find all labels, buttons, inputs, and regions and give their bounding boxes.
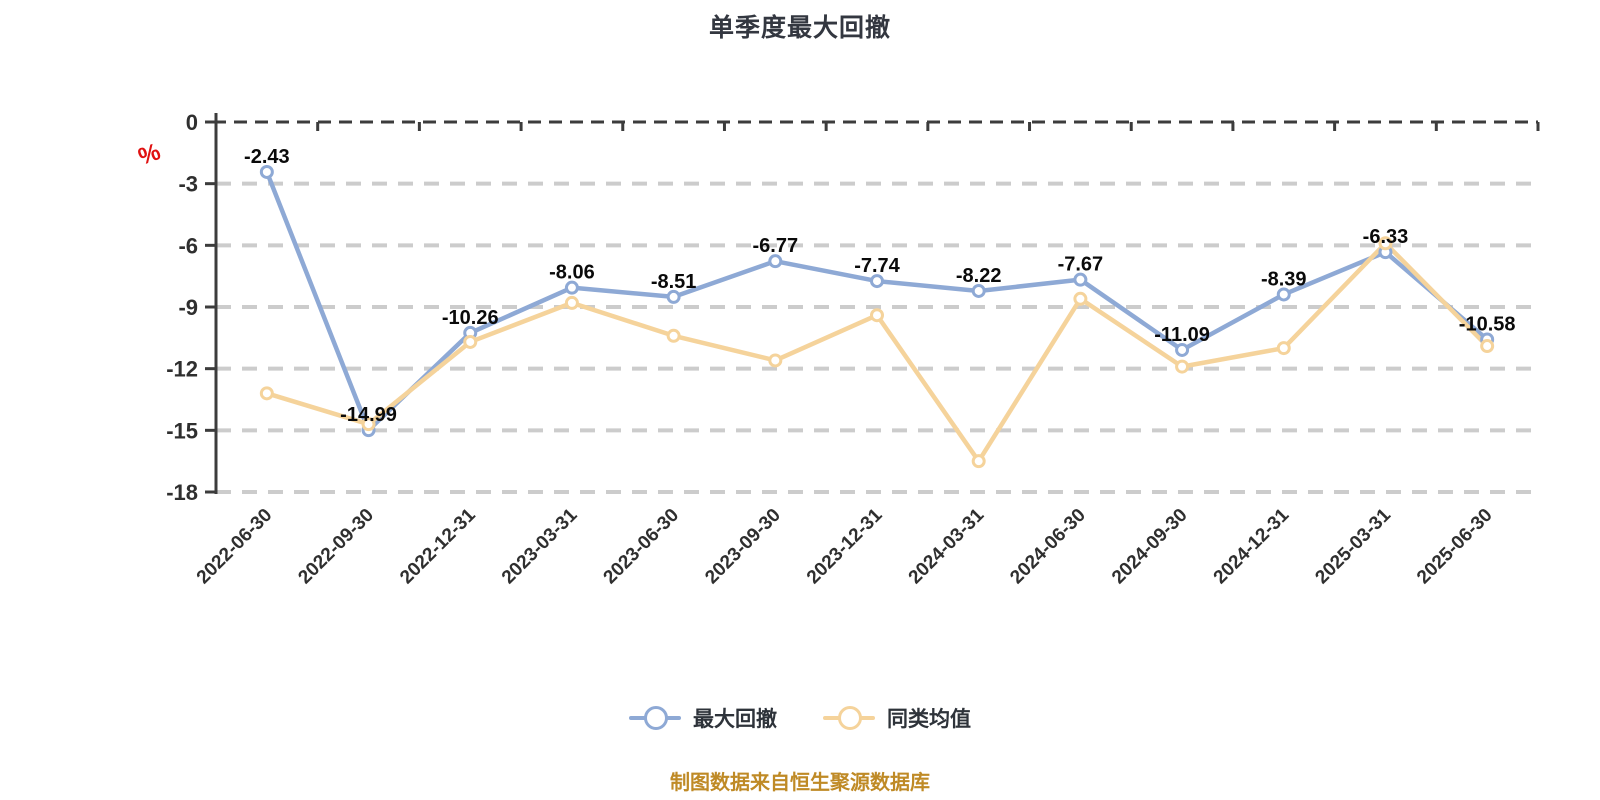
data-point-label: -14.99 xyxy=(340,404,397,426)
data-source-caption: 制图数据来自恒生聚源数据库 xyxy=(670,772,930,794)
legend-item-category-average[interactable]: 同类均值 xyxy=(823,703,971,733)
y-tick-label: -12 xyxy=(166,357,198,382)
data-point[interactable] xyxy=(1276,341,1291,356)
data-point-label: -7.67 xyxy=(1058,254,1104,276)
data-point[interactable] xyxy=(1276,287,1291,302)
y-tick-label: -15 xyxy=(166,418,198,443)
y-tick-label: 0 xyxy=(186,110,198,135)
data-point-label: -8.06 xyxy=(549,262,595,284)
x-tick-label: 2022-12-31 xyxy=(396,504,480,588)
data-point[interactable] xyxy=(768,353,783,368)
x-tick-label: 2024-12-31 xyxy=(1210,504,1294,588)
data-point-label: -8.51 xyxy=(651,271,697,293)
data-point[interactable] xyxy=(1073,291,1088,306)
x-tick-label: 2023-12-31 xyxy=(803,504,887,588)
y-tick-label: -9 xyxy=(178,295,198,320)
data-point[interactable] xyxy=(1175,342,1190,357)
legend-marker-blue-icon xyxy=(629,705,681,731)
series-line-最大回撤 xyxy=(264,169,1490,433)
data-point[interactable] xyxy=(1480,339,1495,354)
y-tick-label: -3 xyxy=(178,172,198,197)
x-tick-label: 2022-09-30 xyxy=(294,505,378,589)
x-tick-label: 2025-03-31 xyxy=(1311,504,1395,588)
legend-marker-yellow-icon xyxy=(823,705,875,731)
legend: 最大回撤 同类均值 xyxy=(0,703,1600,733)
data-point-label: -8.22 xyxy=(956,265,1002,287)
data-point[interactable] xyxy=(870,308,884,323)
data-point-label: -6.77 xyxy=(753,235,799,257)
data-point[interactable] xyxy=(870,274,884,289)
x-tick-label: 2024-06-30 xyxy=(1006,505,1090,589)
legend-item-max-drawdown[interactable]: 最大回撤 xyxy=(629,703,777,733)
x-tick-label: 2024-03-31 xyxy=(905,504,989,588)
data-point[interactable] xyxy=(259,386,274,401)
data-point-label: -7.74 xyxy=(854,255,900,277)
data-point[interactable] xyxy=(564,295,579,310)
data-point[interactable] xyxy=(1378,236,1393,251)
x-tick-label: 2023-03-31 xyxy=(498,504,582,588)
data-point-label: -10.26 xyxy=(442,307,499,329)
data-point-label: -2.43 xyxy=(244,146,290,168)
chart-title: 单季度最大回撤 xyxy=(708,14,891,42)
x-tick-label: 2025-06-30 xyxy=(1413,505,1497,589)
x-tick-label: 2023-06-30 xyxy=(600,505,684,589)
data-point[interactable] xyxy=(768,254,783,269)
data-point-label: -10.58 xyxy=(1459,313,1516,335)
data-point[interactable] xyxy=(361,417,376,432)
data-point-label: -8.39 xyxy=(1261,268,1307,290)
data-point[interactable] xyxy=(1175,359,1190,374)
data-point[interactable] xyxy=(463,334,478,349)
data-point[interactable] xyxy=(1073,272,1088,287)
data-point[interactable] xyxy=(564,280,579,295)
x-tick-label: 2024-09-30 xyxy=(1108,505,1192,589)
data-point[interactable] xyxy=(971,283,986,298)
x-tick-label: 2022-06-30 xyxy=(193,505,277,589)
y-tick-label: -18 xyxy=(166,480,198,505)
y-tick-label: -6 xyxy=(178,233,198,258)
data-point[interactable] xyxy=(666,328,681,343)
data-point[interactable] xyxy=(971,454,986,469)
data-point[interactable] xyxy=(666,289,681,304)
legend-label-category-average: 同类均值 xyxy=(887,708,971,731)
legend-label-max-drawdown: 最大回撤 xyxy=(693,708,777,731)
data-point-label: -6.33 xyxy=(1363,226,1409,248)
x-tick-label: 2023-09-30 xyxy=(701,505,785,589)
data-point[interactable] xyxy=(259,164,274,179)
data-point-label: -11.09 xyxy=(1154,324,1210,346)
